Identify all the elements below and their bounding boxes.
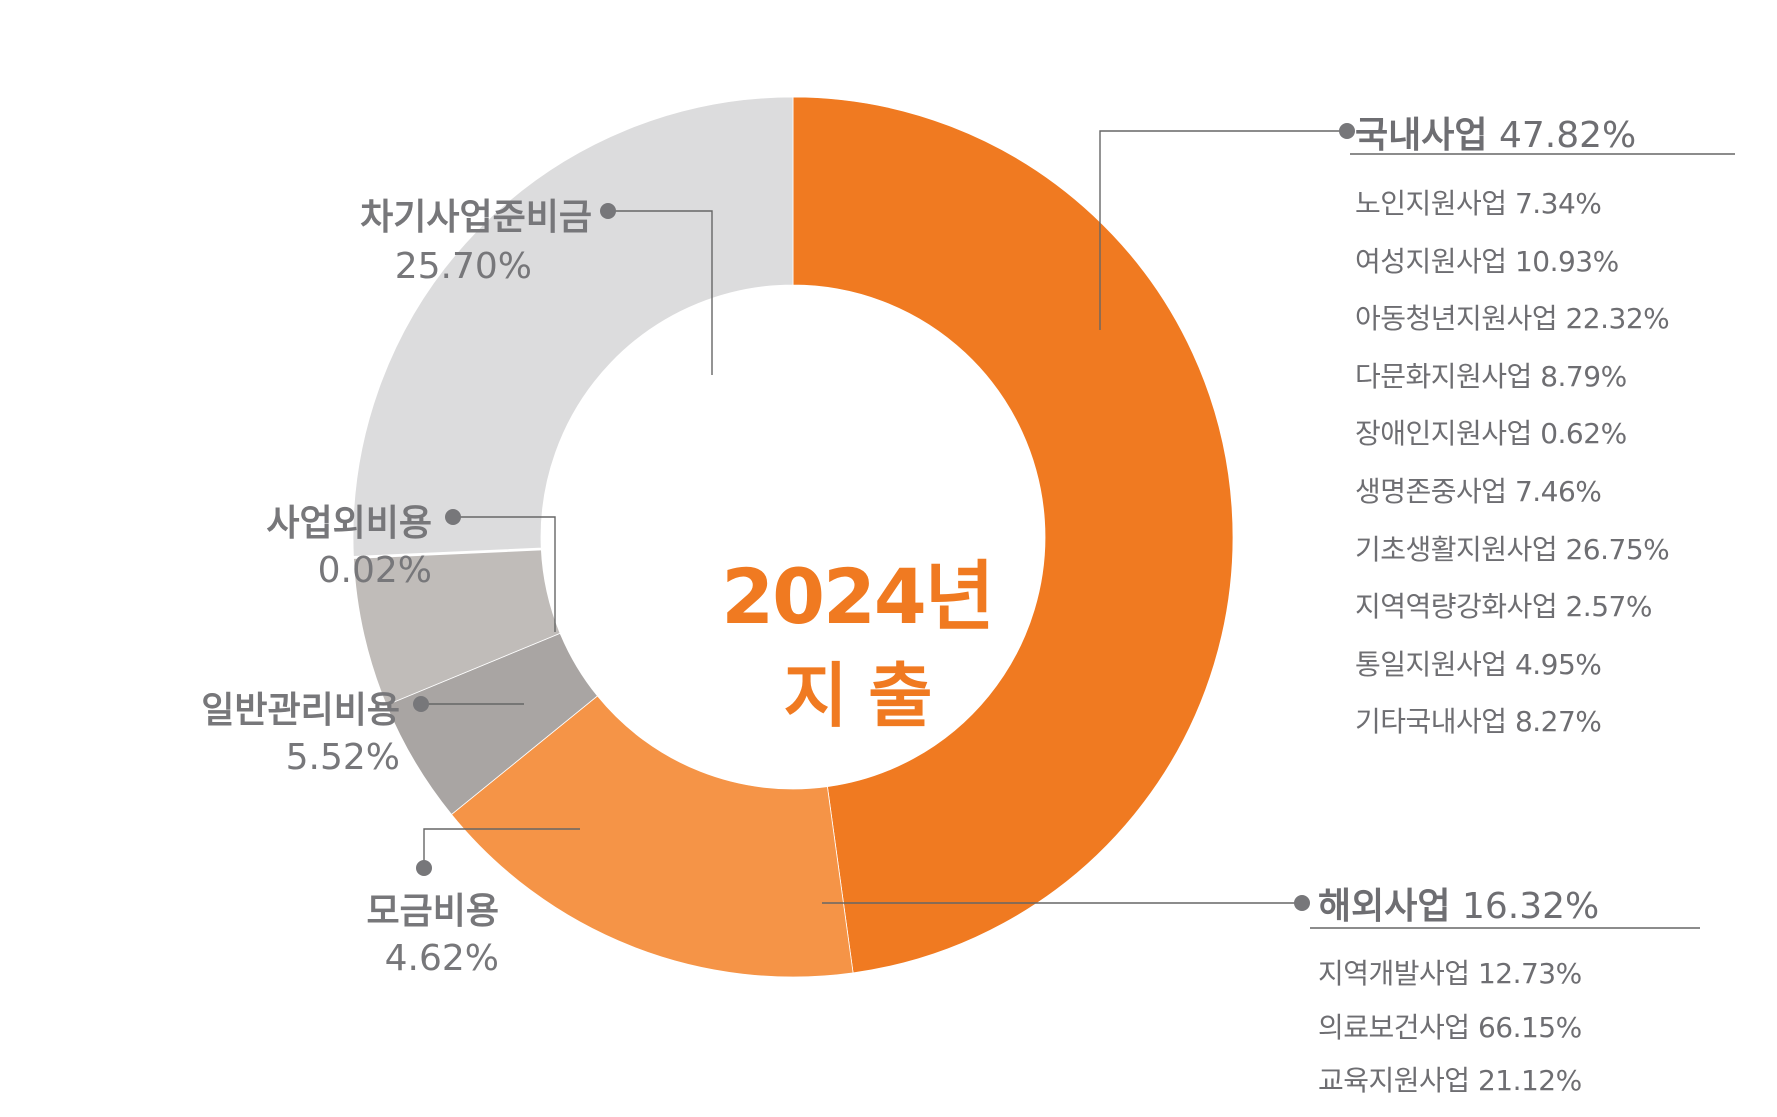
domestic-detail-item: 장애인지원사업 0.62% [1355, 417, 1627, 451]
label-domestic: 국내사업 47.82% [1355, 106, 1636, 158]
donut-slice-5 [352, 96, 794, 557]
domestic-detail-item: 아동청년지원사업 22.32% [1355, 302, 1670, 336]
center-year: 2024년 [721, 552, 994, 641]
center-subtitle: 지 출 [783, 655, 932, 737]
label-overseas-value: 16.32% [1461, 886, 1600, 927]
label-general-admin-value: 5.52% [285, 737, 400, 778]
domestic-detail-item: 지역역량강화사업 2.57% [1355, 590, 1652, 624]
donut-slice-0 [792, 96, 1234, 974]
leader-line-fundraising [423, 828, 580, 865]
marker-non-business [445, 509, 461, 525]
label-reserve-name: 차기사업준비금 [360, 197, 592, 238]
label-general-admin-name: 일반관리비용 [201, 690, 400, 731]
label-reserve: 차기사업준비금 25.70% [360, 188, 592, 287]
label-overseas: 해외사업 16.32% [1318, 877, 1599, 929]
domestic-detail-item: 통일지원사업 4.95% [1355, 647, 1602, 681]
domestic-detail-item: 노인지원사업 7.34% [1355, 187, 1602, 220]
leader-line-reserve [608, 210, 713, 375]
domestic-detail-item: 여성지원사업 10.93% [1355, 244, 1619, 278]
label-reserve-value: 25.70% [394, 246, 532, 287]
domestic-detail-item: 다문화지원사업 8.79% [1355, 359, 1627, 393]
overseas-detail-item: 교육지원사업 21.12% [1318, 1064, 1582, 1097]
marker-general-admin [413, 696, 429, 712]
overseas-detail-item: 의료보건사업 66.15% [1318, 1010, 1582, 1044]
label-fundraising: 모금비용 4.62% [367, 882, 499, 979]
domestic-detail-item: 기초생활지원사업 26.75% [1355, 532, 1670, 566]
domestic-detail-item: 기타국내사업 8.27% [1355, 705, 1602, 739]
label-overseas-name: 해외사업 [1318, 886, 1451, 927]
donut-slices [351, 96, 1234, 978]
label-general-admin: 일반관리비용 5.52% [201, 681, 400, 778]
marker-reserve [600, 203, 616, 219]
label-non-business-name: 사업외비용 [266, 503, 432, 544]
leader-line-domestic [1099, 130, 1340, 330]
label-domestic-name: 국내사업 [1355, 115, 1488, 156]
label-non-business: 사업외비용 0.02% [266, 494, 432, 591]
domestic-detail-item: 생명존중사업 7.46% [1355, 475, 1602, 508]
leader-lines [421, 130, 1735, 929]
marker-domestic [1339, 123, 1355, 139]
label-fundraising-value: 4.62% [384, 938, 499, 979]
marker-fundraising [416, 860, 432, 876]
leader-line-non-business [453, 516, 556, 632]
label-non-business-value: 0.02% [317, 550, 432, 591]
overseas-detail-item: 지역개발사업 12.73% [1318, 957, 1582, 990]
marker-overseas [1294, 895, 1310, 911]
donut-slice-1 [450, 695, 854, 978]
label-fundraising-name: 모금비용 [366, 891, 499, 932]
label-domestic-value: 47.82% [1498, 115, 1637, 156]
